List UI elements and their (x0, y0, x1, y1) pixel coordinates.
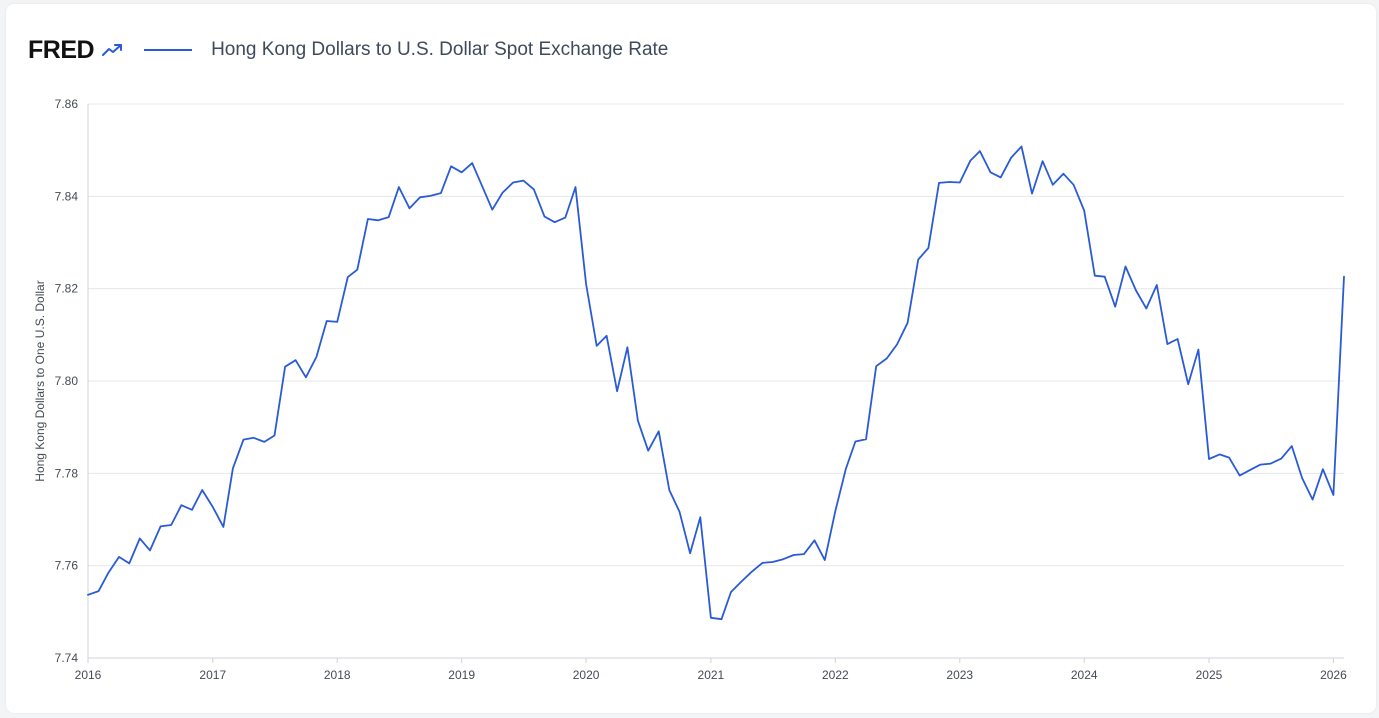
legend-label: Hong Kong Dollars to U.S. Dollar Spot Ex… (211, 39, 669, 60)
x-tick-label: 2018 (324, 668, 351, 682)
x-tick-label: 2016 (75, 668, 102, 682)
chart-legend[interactable]: Hong Kong Dollars to U.S. Dollar Spot Ex… (144, 39, 668, 61)
x-tick-label: 2017 (199, 668, 226, 682)
grid-lines (88, 103, 1344, 567)
chart-card (6, 4, 1376, 713)
y-tick-label: 7.78 (55, 466, 79, 480)
x-tick-label: 2019 (448, 668, 475, 682)
y-tick-label: 7.82 (55, 282, 79, 296)
trend-arrow-icon (102, 43, 124, 57)
y-axis-title: Hong Kong Dollars to One U.S. Dollar (33, 280, 47, 481)
x-tick-label: 2026 (1320, 668, 1347, 682)
fred-logo[interactable]: FRED (28, 36, 124, 65)
x-tick-label: 2021 (698, 668, 725, 682)
x-tick-label: 2025 (1196, 668, 1223, 682)
y-tick-label: 7.84 (55, 189, 79, 203)
series-group (87, 145, 1345, 621)
y-tick-label: 7.76 (55, 559, 79, 573)
x-tick-labels: 2016 2017 2018 2019 2020 2021 2022 2023 2024 2025… (75, 668, 1347, 682)
x-tick-label: 2020 (573, 668, 600, 682)
x-tick-label: 2023 (946, 668, 973, 682)
axes (87, 104, 1344, 663)
chart-header: FRED Hong Kong Dollars to U.S. Dollar Sp… (28, 32, 668, 68)
x-tick-label: 2022 (822, 668, 849, 682)
y-tick-label: 7.86 (55, 97, 79, 111)
y-tick-label: 7.80 (55, 374, 79, 388)
logo-text: FRED (28, 35, 95, 64)
series-line (87, 145, 1345, 621)
legend-swatch (144, 49, 193, 51)
y-tick-labels: 7.74 7.76 7.78 7.80 7.82 7.84 7.86 (55, 97, 79, 665)
y-tick-label: 7.74 (55, 651, 79, 665)
x-tick-label: 2024 (1071, 668, 1098, 682)
